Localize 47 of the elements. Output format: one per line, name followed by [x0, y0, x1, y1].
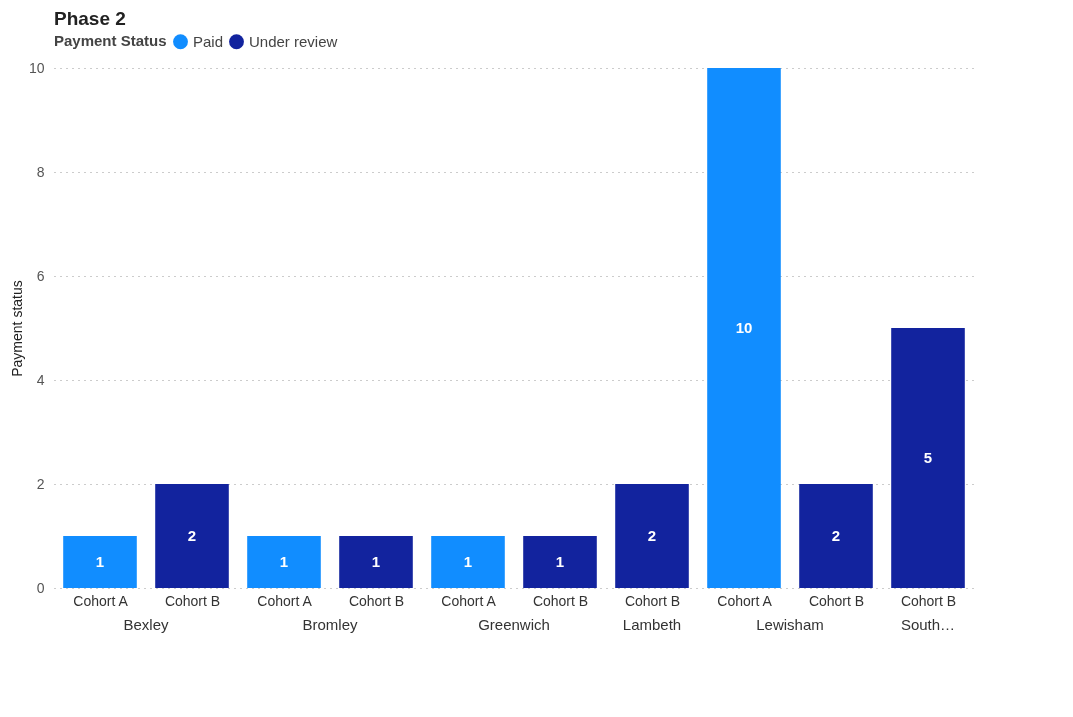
chart-title: Phase 2	[54, 8, 126, 29]
y-tick-label: 10	[28, 59, 45, 76]
data-label: 10	[735, 319, 753, 336]
x-tick-label: Cohort B	[348, 592, 405, 609]
x-tick-label: Cohort B	[532, 592, 589, 609]
bar	[339, 536, 413, 588]
data-label: 2	[831, 527, 841, 544]
bar	[431, 536, 505, 588]
text: Bromley	[302, 616, 358, 633]
data-label: 1	[463, 553, 473, 570]
x-tick-label: Cohort A	[441, 592, 497, 609]
x-tick-label: Cohort B	[808, 592, 865, 609]
bar	[891, 328, 965, 588]
text: Lambeth	[622, 616, 682, 633]
text: Lewisham	[756, 616, 824, 633]
data-label: 1	[555, 553, 565, 570]
bar	[707, 68, 781, 588]
x-tick-label: Cohort A	[73, 592, 129, 609]
bar	[155, 484, 229, 588]
y-tick-label: 4	[36, 371, 45, 388]
legend-label: Under review	[249, 32, 338, 50]
data-label: 1	[371, 553, 381, 570]
y-tick-label: 6	[36, 267, 45, 284]
bar	[247, 536, 321, 588]
x-tick-label: Cohort A	[257, 592, 313, 609]
text: Greenwich	[478, 616, 550, 633]
y-tick-label: 2	[36, 475, 45, 492]
bar	[63, 536, 137, 588]
bar	[523, 536, 597, 588]
x-tick-label: Cohort B	[624, 592, 681, 609]
y-axis-title: Payment status	[8, 280, 25, 377]
data-label: 2	[647, 527, 657, 544]
data-label: 1	[279, 553, 289, 570]
data-label: 2	[187, 527, 197, 544]
x-tick-label: Cohort B	[164, 592, 221, 609]
data-label: 1	[95, 553, 105, 570]
bar	[799, 484, 873, 588]
bar	[615, 484, 689, 588]
legend-label: Paid	[193, 32, 224, 50]
x-tick-label: Cohort B	[900, 592, 957, 609]
legend-title: Payment Status	[54, 32, 167, 49]
y-tick-label: 8	[36, 163, 45, 180]
y-tick-label: 0	[36, 579, 45, 596]
data-label: 5	[923, 449, 933, 466]
text: Bexley	[123, 616, 170, 633]
x-tick-label: Cohort A	[717, 592, 773, 609]
text: South…	[900, 616, 956, 633]
